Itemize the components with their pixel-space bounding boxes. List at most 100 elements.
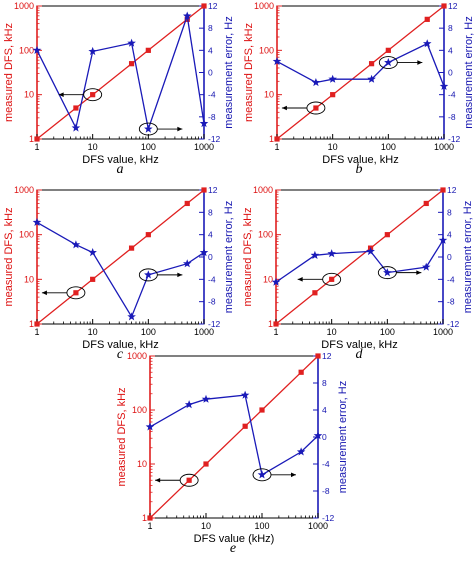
measurement-error-marker [366,246,375,256]
x-tick-label: 100 [254,521,269,531]
x-tick-label: 1000 [194,142,214,152]
measurement-error-marker [313,431,323,440]
measured-dfs-marker [90,276,96,282]
measurement-error-marker [271,277,281,286]
measured-dfs-marker [242,423,248,429]
measured-dfs-marker [329,276,335,282]
left-tick-label: 1000 [253,185,273,195]
measured-dfs-marker [203,461,209,467]
measured-dfs-marker [201,187,207,193]
measurement-error-line [36,221,205,319]
x-tick-label: 100 [380,327,395,337]
annotation-arrow-head [177,126,183,132]
chart-panel-c: 1 10 100 1000 1 10 100 1000 12 8 4 0 -4 -8 -12 DFS valu… [3,185,235,362]
measured-dfs-line [275,189,444,325]
annotation-arrow-head [58,92,64,97]
right-tick-label: 12 [208,1,218,11]
measured-dfs-marker [186,477,192,483]
measured-dfs-marker [313,105,319,111]
measurement-error-marker [240,390,250,399]
left-tick-label: 1 [142,513,147,523]
measured-dfs-marker [34,136,40,142]
measurement-error-marker [272,56,282,66]
panel-letter: c [117,347,124,362]
right-tick-label: 0 [208,252,213,262]
x-tick-label: 100 [141,327,156,337]
measured-dfs-marker [384,232,390,238]
right-tick-label: -4 [447,274,455,284]
x-tick-label: 1 [273,327,278,337]
measurement-error-marker [71,240,81,249]
measurement-error-marker [311,78,321,87]
right-tick-label: 4 [208,45,213,55]
panel-letter: e [230,541,236,556]
x-axis-label: DFS value (kHz) [194,533,275,545]
left-tick-label: 100 [132,405,147,415]
measurement-error-marker [183,11,192,20]
measured-dfs-line [36,5,205,140]
measured-dfs-marker [368,61,375,67]
right-tick-label: -4 [322,459,330,469]
measurement-error-marker [127,312,136,321]
right-tick-label: -12 [322,513,335,523]
x-tick-label: 1000 [308,521,328,531]
right-tick-label: -8 [208,112,216,122]
x-tick-label: 10 [88,142,98,152]
x-axis-label: DFS value, kHz [82,339,158,351]
measurement-error-marker [257,470,267,479]
measurement-error-marker [199,119,209,128]
measurement-error-marker [144,270,153,279]
x-tick-label: 1 [34,142,39,152]
right-tick-label: -12 [447,319,460,329]
right-axis-label: measurement error, Hz [463,16,474,128]
measured-dfs-line [36,189,205,325]
measured-dfs-marker [147,515,153,521]
measured-dfs-marker [441,3,447,9]
annotation-arrow-head [297,277,303,282]
measurement-error-marker [127,38,136,47]
measurement-error-marker [32,45,42,54]
right-tick-label: 8 [322,378,327,388]
right-tick-label: 0 [447,252,452,262]
chart-panel-a: 1 10 100 1000 1 10 100 1000 12 8 4 0 -4 -8 -12 DFS valu… [3,1,235,177]
measured-dfs-marker [273,321,279,327]
panel-letter: d [356,347,364,362]
measured-dfs-marker [315,353,321,359]
measurement-error-marker [145,422,155,431]
x-tick-label: 10 [201,521,211,531]
measurement-error-marker [422,262,431,271]
x-axis-label: DFS value, kHz [82,154,158,166]
right-tick-label: 12 [208,185,218,195]
measured-dfs-marker [34,321,40,327]
left-tick-label: 100 [258,230,273,240]
measurement-error-marker [199,248,209,257]
measured-dfs-marker [259,407,265,413]
x-tick-label: 100 [141,142,156,152]
measured-dfs-marker [423,200,429,207]
left-tick-label: 10 [24,90,34,100]
measured-dfs-marker [145,47,151,53]
right-tick-label: 0 [208,68,213,78]
chart-panel-e: 1 10 100 1000 1 10 100 1000 12 8 4 0 -4 -8 -12 DFS valu… [116,351,349,556]
right-tick-label: -4 [448,90,456,100]
left-tick-label: 10 [137,459,147,469]
right-tick-label: -12 [448,134,461,144]
measured-dfs-marker [201,3,207,9]
x-tick-label: 10 [88,327,98,337]
annotation-arrow-head [155,477,161,483]
annotation-arrow-head [416,270,422,275]
right-tick-label: 0 [448,68,453,78]
chart-panel-d: 1 10 100 1000 1 10 100 1000 12 8 4 0 -4 -8 -12 DFS valu… [242,185,474,362]
right-tick-label: 8 [208,23,213,33]
measurement-error-marker [384,58,393,67]
measurement-error-marker [438,235,448,244]
left-tick-label: 100 [259,45,274,55]
right-tick-label: 12 [322,351,332,361]
x-tick-label: 1 [274,142,279,152]
left-tick-label: 10 [263,274,273,284]
measured-dfs-marker [312,290,318,296]
right-axis-label: measurement error, Hz [223,16,235,128]
x-tick-label: 1 [34,327,39,337]
right-tick-label: 12 [448,1,458,11]
measurement-error-marker [184,400,194,409]
